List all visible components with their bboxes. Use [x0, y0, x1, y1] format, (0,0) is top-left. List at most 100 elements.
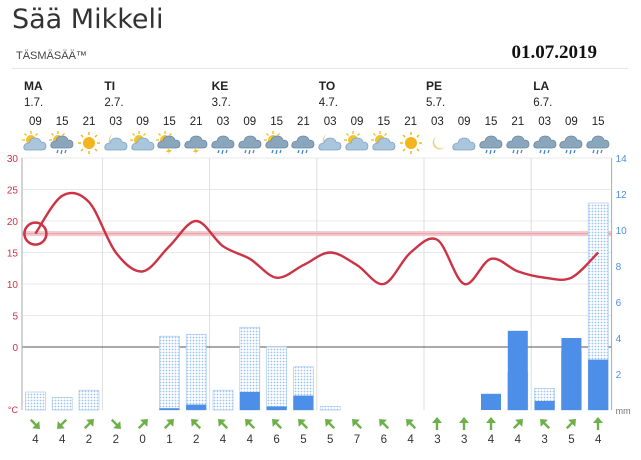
hour-label: 15	[270, 116, 283, 128]
hour-label: 21	[189, 116, 203, 128]
precipitation-probable-bar	[319, 406, 341, 411]
wind-speed-label: 5	[300, 434, 307, 446]
wind-arrow-icon	[215, 416, 231, 432]
precipitation-observed-bar	[266, 406, 287, 410]
wind-arrow-icon	[188, 416, 204, 432]
wind-speed-label: 5	[326, 434, 334, 446]
sun-thunder-icon	[156, 131, 182, 155]
sun-cloud-rain-icon	[49, 131, 75, 155]
day-date-label: 5.7.	[426, 97, 446, 109]
rain-cloud-icon	[585, 131, 611, 155]
precipitation-observed-bar	[186, 404, 207, 410]
hour-label: 03	[538, 116, 551, 128]
wind-speed-label: 4	[246, 434, 253, 446]
temperature-tick-label: 0	[12, 343, 18, 354]
precipitation-tick-label: 14	[616, 154, 628, 165]
precipitation-probable-bar	[78, 389, 100, 411]
precipitation-probable-bar	[266, 346, 287, 411]
hour-label: 09	[28, 116, 42, 128]
wind-arrow-icon	[322, 416, 338, 432]
hour-label: 21	[511, 116, 525, 128]
hour-label: 15	[484, 116, 498, 128]
wind-speed-label: 3	[460, 434, 468, 446]
brand-subtitle: TÄSMÄSÄÄ™	[16, 50, 87, 62]
day-label: TI	[104, 79, 116, 93]
temperature-tick-label: 20	[7, 217, 19, 228]
wind-arrow-icon	[54, 416, 70, 432]
hour-label: 09	[243, 116, 257, 128]
precipitation-observed-bar	[588, 359, 609, 410]
temperature-tick-label: 25	[7, 186, 19, 197]
day-label: MA	[24, 79, 43, 93]
wind-speed-label: 4	[487, 434, 495, 446]
wind-speed-label: 4	[219, 434, 227, 446]
precipitation-probable-bar	[51, 397, 73, 411]
wind-speed-label: 6	[380, 434, 387, 446]
precipitation-tick-label: 8	[616, 262, 622, 273]
wind-arrow-icon	[269, 416, 285, 432]
rain-cloud-icon	[478, 131, 504, 155]
hour-label: 15	[591, 116, 605, 128]
precipitation-tick-label: 12	[616, 190, 628, 201]
wind-arrow-icon	[483, 416, 499, 432]
page-title: Sää Mikkeli	[12, 4, 164, 35]
hour-label: 09	[457, 116, 471, 128]
wind-speed-label: 3	[434, 434, 441, 446]
temperature-tick-label: 15	[7, 249, 19, 260]
precipitation-probable-bar	[185, 334, 207, 411]
hour-label: 15	[162, 116, 176, 128]
precipitation-tick-label: 4	[616, 334, 622, 345]
partly-cloudy-icon	[344, 131, 370, 155]
rain-cloud-icon	[290, 131, 316, 155]
wind-arrow-icon	[510, 416, 526, 432]
hour-label: 21	[404, 116, 417, 128]
temperature-tick-label: 30	[7, 154, 19, 165]
temperature-tick-label: 10	[7, 280, 19, 291]
temperature-line	[34, 191, 600, 286]
precipitation-observed-bar	[561, 338, 582, 410]
temperature-unit-label: °C	[8, 405, 19, 415]
hour-label: 03	[323, 116, 337, 128]
current-date: 01.07.2019	[511, 42, 598, 63]
wind-speed-label: 4	[32, 434, 39, 446]
precipitation-observed-bar	[481, 393, 501, 410]
hour-label: 03	[430, 116, 444, 128]
wind-arrow-icon	[295, 416, 311, 432]
wind-speed-label: 4	[514, 434, 521, 446]
wind-arrow-icon	[456, 416, 472, 432]
precipitation-tick-label: 2	[616, 370, 622, 381]
header-divider	[12, 68, 628, 69]
rain-cloud-icon	[558, 131, 584, 155]
wind-arrow-icon	[108, 416, 124, 432]
precipitation-tick-label: 6	[616, 298, 622, 309]
wind-speed-label: 2	[85, 434, 93, 446]
precipitation-probable-bar	[25, 391, 46, 411]
precipitation-tick-label: 10	[616, 226, 628, 237]
wind-arrow-icon	[563, 416, 579, 432]
precipitation-observed-bar	[239, 392, 260, 410]
day-date-label: 1.7.	[24, 97, 44, 109]
wind-arrow-icon	[349, 416, 365, 432]
wind-arrow-icon	[242, 416, 258, 432]
wind-speed-label: 4	[407, 434, 414, 446]
wind-speed-label: 4	[58, 434, 66, 446]
partly-cloudy-icon	[22, 131, 48, 155]
day-date-label: 3.7.	[211, 97, 231, 109]
precipitation-observed-bar	[534, 401, 555, 410]
day-date-label: 2.7.	[104, 97, 124, 109]
hour-label: 15	[377, 116, 391, 128]
current-temperature-marker	[23, 221, 48, 246]
wind-speed-label: 4	[594, 434, 602, 446]
partly-cloudy-icon	[129, 131, 156, 155]
rain-cloud-icon	[210, 131, 236, 155]
cloud-icon	[451, 131, 477, 155]
temperature-tick-label: 5	[12, 312, 18, 323]
wind-arrow-icon	[376, 416, 392, 432]
wind-speed-label: 3	[541, 434, 548, 446]
precipitation-observed-bar	[159, 408, 180, 410]
day-date-label: 6.7.	[533, 97, 553, 109]
day-label: LA	[533, 79, 550, 93]
hour-label: 09	[136, 116, 149, 128]
wind-speed-label: 2	[192, 434, 200, 446]
precipitation-probable-bar	[159, 335, 180, 411]
